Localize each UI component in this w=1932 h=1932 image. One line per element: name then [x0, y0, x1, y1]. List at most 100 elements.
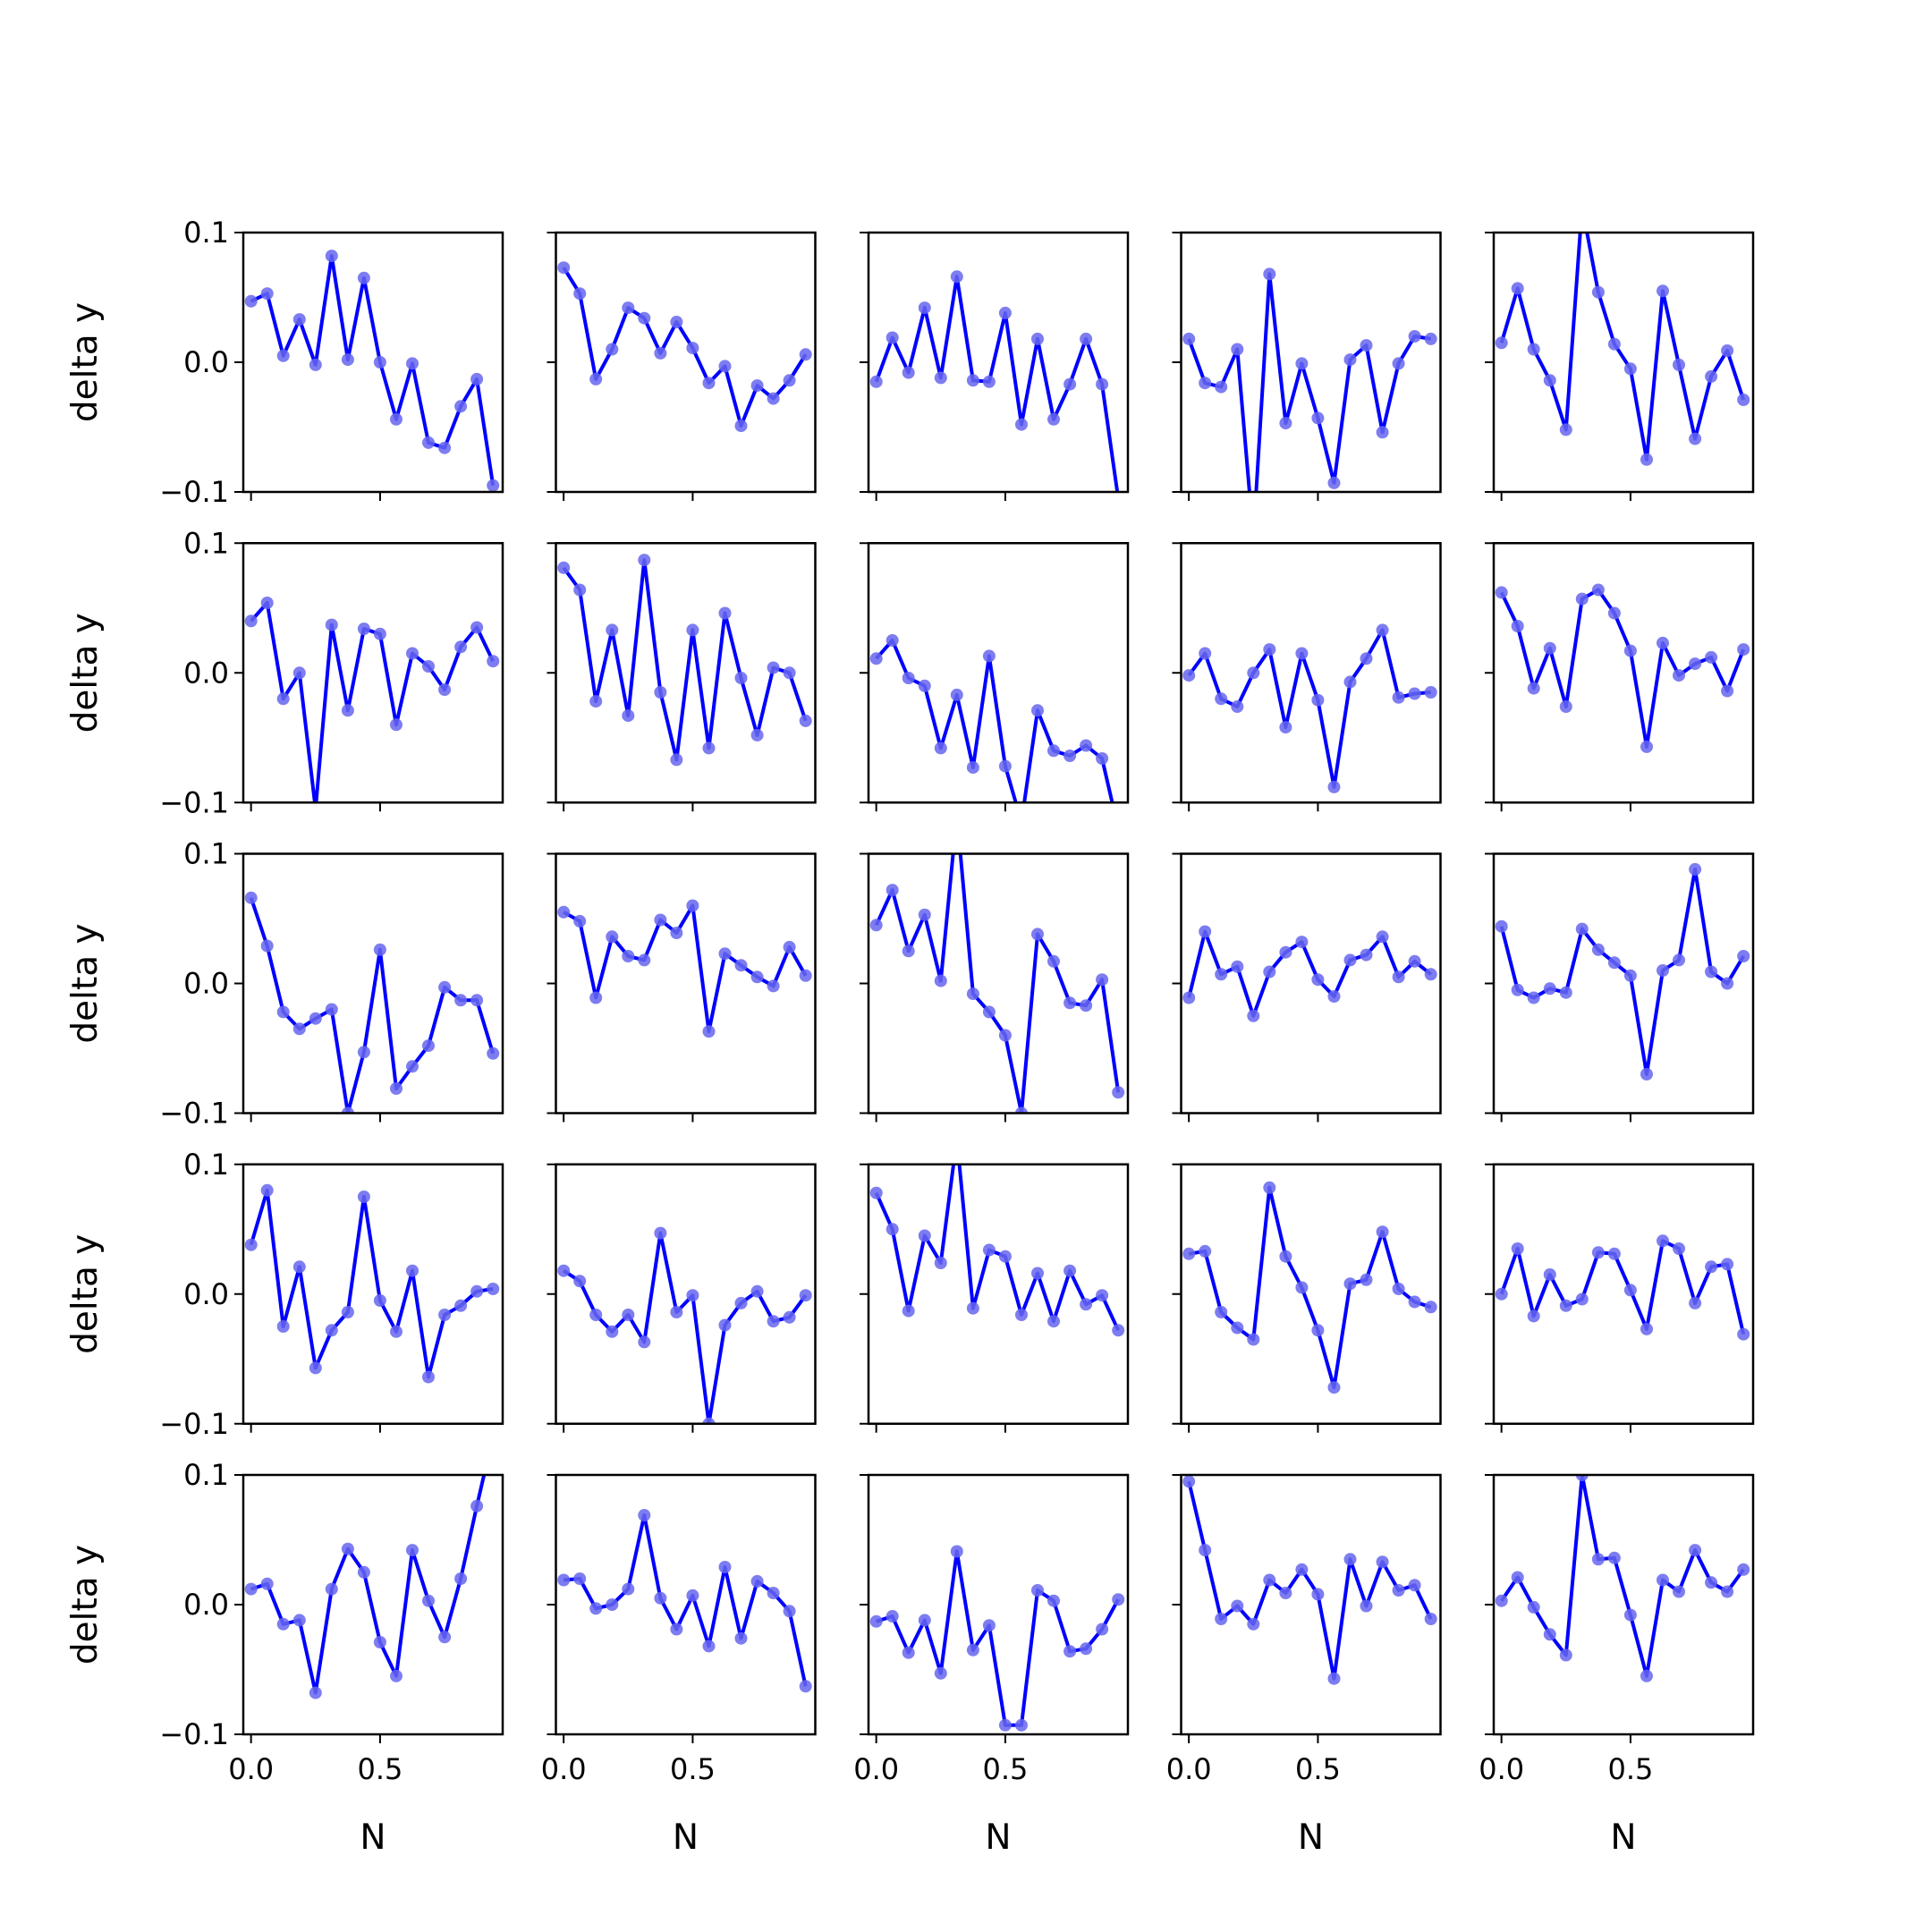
data-point [557, 1264, 571, 1277]
data-point [606, 623, 619, 637]
data-point [1047, 744, 1060, 758]
data-point [487, 479, 500, 492]
y-tick-label: 0.1 [183, 1148, 229, 1182]
data-point [1657, 1573, 1669, 1587]
data-point [1031, 1267, 1044, 1280]
data-point [292, 1614, 306, 1627]
subplot-r1-c2 [547, 231, 817, 501]
subplot-r5-c3: 0.0 0.5 N [853, 1473, 1130, 1858]
data-point [734, 1296, 748, 1309]
data-point [1199, 1244, 1212, 1258]
data-point [734, 419, 748, 433]
data-point [1047, 1594, 1060, 1607]
data-point [869, 1186, 883, 1199]
data-point [422, 436, 435, 449]
data-point [767, 661, 780, 674]
plot-area [1495, 233, 1750, 466]
data-point [1360, 1273, 1373, 1286]
data-point [1527, 991, 1540, 1004]
series-line [249, 897, 496, 1114]
y-axis-label: delta y [65, 302, 106, 422]
data-point [573, 287, 587, 301]
x-tick-label: 0.5 [982, 1752, 1028, 1786]
data-point [1392, 691, 1405, 704]
data-point [1392, 970, 1405, 984]
data-point [454, 1572, 468, 1585]
data-point [1543, 1628, 1556, 1641]
data-point [1096, 752, 1109, 765]
data-point [1623, 1284, 1637, 1297]
data-point [1623, 644, 1637, 657]
series-line [1499, 588, 1746, 749]
data-point [309, 358, 322, 371]
data-point [589, 695, 603, 708]
series-line [1187, 1480, 1433, 1681]
data-point [244, 1582, 258, 1596]
data-point [998, 306, 1012, 319]
data-point [325, 250, 338, 263]
data-point [1327, 476, 1341, 489]
subplot-r2-c1: −0.1 0.0 0.1 delta y [65, 526, 504, 819]
data-point [1096, 377, 1109, 391]
data-point [1047, 1315, 1060, 1328]
plot-area [244, 891, 500, 1114]
data-point [1575, 922, 1589, 936]
data-point [1015, 1106, 1028, 1114]
x-tick-label: 0.0 [228, 1752, 274, 1786]
data-point [783, 1310, 796, 1324]
data-point [886, 1610, 899, 1623]
series-line [874, 853, 1121, 1114]
data-point [1096, 1289, 1109, 1302]
data-point [767, 1587, 780, 1599]
plot-area [869, 853, 1125, 1114]
data-point [422, 660, 435, 673]
series-line [1499, 1239, 1746, 1335]
data-point [606, 343, 619, 356]
subplot-r1-c4 [1172, 231, 1442, 501]
series-line [1187, 628, 1431, 789]
data-point [1511, 1242, 1524, 1255]
data-point [1215, 692, 1228, 706]
data-point [1015, 1309, 1028, 1321]
data-point [1705, 965, 1718, 979]
data-point [1559, 986, 1572, 999]
plot-area [869, 634, 1114, 803]
data-point [438, 441, 452, 454]
data-point [1495, 586, 1508, 599]
data-point [1199, 647, 1212, 660]
data-point [470, 1284, 484, 1298]
data-point [799, 1680, 812, 1693]
data-point [1607, 606, 1621, 620]
data-point [1182, 991, 1196, 1004]
subplot-r3-c4 [1172, 852, 1442, 1123]
data-point [1080, 739, 1093, 752]
data-point [390, 1669, 402, 1682]
data-point [1311, 973, 1325, 987]
subplot-r2-c3 [860, 542, 1130, 812]
data-point [1623, 362, 1637, 376]
data-point [886, 331, 899, 344]
data-point [1705, 369, 1718, 383]
data-point [799, 1289, 812, 1302]
data-point [470, 621, 484, 634]
data-point [1247, 1333, 1260, 1346]
data-point [470, 372, 484, 386]
data-point [406, 357, 419, 370]
data-point [1495, 919, 1508, 933]
data-point [1673, 1242, 1685, 1255]
plot-area [869, 270, 1120, 492]
y-tick-label: 0.0 [183, 345, 229, 379]
data-point [1247, 1009, 1260, 1022]
y-tick-label: −0.1 [159, 1097, 229, 1131]
data-point [1640, 1322, 1653, 1335]
data-point [606, 1598, 619, 1611]
plot-area [244, 250, 500, 492]
data-point [670, 1623, 683, 1636]
data-point [1607, 1551, 1621, 1564]
data-point [1689, 1296, 1702, 1309]
data-point [622, 1309, 635, 1321]
data-point [260, 597, 274, 609]
plot-area [1182, 623, 1437, 793]
